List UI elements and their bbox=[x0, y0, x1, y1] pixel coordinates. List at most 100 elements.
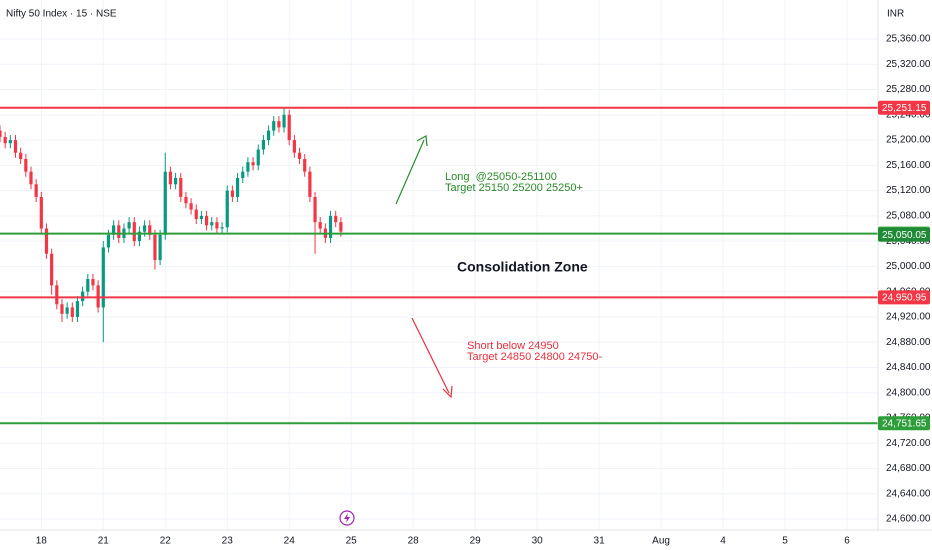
candle-body bbox=[13, 140, 18, 153]
y-tick-label: 25,000.00 bbox=[886, 261, 931, 272]
candle-body bbox=[148, 225, 152, 235]
candle-body bbox=[235, 177, 240, 197]
candle-body bbox=[220, 227, 224, 229]
x-tick-label: 29 bbox=[470, 536, 482, 547]
y-tick-label: 25,240.00 bbox=[886, 109, 931, 120]
level-tag-bg bbox=[878, 290, 930, 305]
plot bbox=[0, 106, 878, 425]
y-tick-label: 24,640.00 bbox=[886, 488, 931, 499]
event-icon-bolt bbox=[344, 513, 350, 523]
y-tick-label: 25,320.00 bbox=[886, 59, 931, 70]
x-tick-label: 4 bbox=[720, 536, 726, 547]
candle-body bbox=[8, 140, 12, 144]
candle-body bbox=[60, 304, 64, 314]
level-tag: 24,950.95 bbox=[882, 293, 927, 304]
grid bbox=[0, 0, 878, 530]
x-tick-label: Aug bbox=[652, 536, 670, 547]
y-tick-label: 24,720.00 bbox=[886, 438, 931, 449]
candle-body bbox=[297, 152, 302, 160]
candle-body bbox=[251, 162, 255, 166]
candle-body bbox=[256, 149, 260, 166]
x-tick-label: 6 bbox=[844, 536, 850, 547]
level-tag: 25,251.15 bbox=[882, 103, 927, 114]
chart-title: Nifty 50 Index · 15 · NSE bbox=[6, 9, 117, 20]
candle-body bbox=[137, 231, 142, 242]
candle-body bbox=[101, 247, 105, 308]
candle-body bbox=[230, 190, 235, 197]
annotation: Target 24850 24800 24750- bbox=[467, 351, 603, 363]
level-tag-bg bbox=[878, 416, 930, 431]
y-tick-label: 25,360.00 bbox=[886, 34, 931, 45]
candle-body bbox=[266, 130, 271, 141]
annotation: Short below 24950 bbox=[467, 340, 559, 352]
x-tick-label: 18 bbox=[36, 536, 48, 547]
candle-body bbox=[55, 285, 59, 305]
long-arrow-head bbox=[416, 135, 428, 147]
candle-body bbox=[210, 222, 214, 226]
event-icon[interactable] bbox=[339, 510, 355, 526]
currency-label: INR bbox=[887, 9, 904, 20]
x-tick-label: 28 bbox=[408, 536, 420, 547]
candle-body bbox=[194, 209, 198, 220]
short-arrow-head bbox=[442, 385, 453, 399]
y-tick-label: 24,880.00 bbox=[886, 337, 931, 348]
candle-body bbox=[168, 171, 173, 185]
candle-body bbox=[24, 159, 28, 172]
x-tick-label: 23 bbox=[222, 536, 234, 547]
candle-body bbox=[277, 121, 281, 128]
candle-body bbox=[313, 196, 317, 223]
candle-body bbox=[127, 222, 131, 229]
y-tick-label: 25,080.00 bbox=[886, 211, 931, 222]
level-tag: 24,751.65 bbox=[882, 418, 927, 429]
annotation: Target 25150 25200 25250+ bbox=[445, 182, 583, 194]
candle-body bbox=[287, 114, 291, 141]
y-tick-label: 24,680.00 bbox=[886, 463, 931, 474]
candle-body bbox=[308, 171, 312, 197]
candle-body bbox=[163, 171, 167, 235]
long-arrow bbox=[395, 139, 425, 205]
candle-body bbox=[153, 234, 157, 261]
candle-body bbox=[0, 130, 2, 137]
candle-body bbox=[75, 301, 80, 317]
y-tick-label: 24,840.00 bbox=[886, 362, 931, 373]
last-price-tag-bg bbox=[878, 227, 930, 242]
candle-body bbox=[272, 121, 276, 131]
annotation: Consolidation Zone bbox=[457, 259, 588, 275]
candle-body bbox=[29, 171, 33, 185]
y-tick-label: 24,600.00 bbox=[886, 514, 931, 525]
candle-body bbox=[334, 215, 338, 223]
candle-body bbox=[303, 159, 307, 172]
candle-body bbox=[225, 190, 229, 228]
annotation: Long @25050-251100 bbox=[445, 171, 557, 183]
candle-body bbox=[39, 196, 43, 229]
x-tick-label: 30 bbox=[532, 536, 544, 547]
candle-body bbox=[143, 225, 147, 232]
y-tick-label: 24,800.00 bbox=[886, 387, 931, 398]
candle-body bbox=[318, 222, 322, 229]
x-tick-label: 24 bbox=[284, 536, 296, 547]
candle-body bbox=[112, 225, 116, 235]
x-tick-label: 21 bbox=[98, 536, 110, 547]
y-tick-label: 25,120.00 bbox=[886, 185, 931, 196]
y-tick-label: 25,280.00 bbox=[886, 84, 931, 95]
candle-body bbox=[215, 222, 219, 229]
y-tick-label: 25,160.00 bbox=[886, 160, 931, 171]
candle-body bbox=[91, 279, 95, 286]
last-price-tag: 25,050.05 bbox=[882, 230, 927, 241]
candle-body bbox=[132, 222, 136, 242]
x-tick-label: 31 bbox=[594, 536, 606, 547]
x-tick-label: 25 bbox=[346, 536, 358, 547]
candle-body bbox=[3, 136, 7, 144]
candle-body bbox=[204, 215, 209, 226]
candle-body bbox=[241, 171, 245, 178]
candle-body bbox=[282, 114, 286, 128]
candle-body bbox=[158, 234, 162, 261]
level-tag-bg bbox=[878, 100, 930, 115]
candle-body bbox=[189, 203, 193, 210]
y-tick-label: 24,920.00 bbox=[886, 312, 931, 323]
candle-body bbox=[184, 196, 188, 204]
candle-body bbox=[86, 279, 90, 292]
